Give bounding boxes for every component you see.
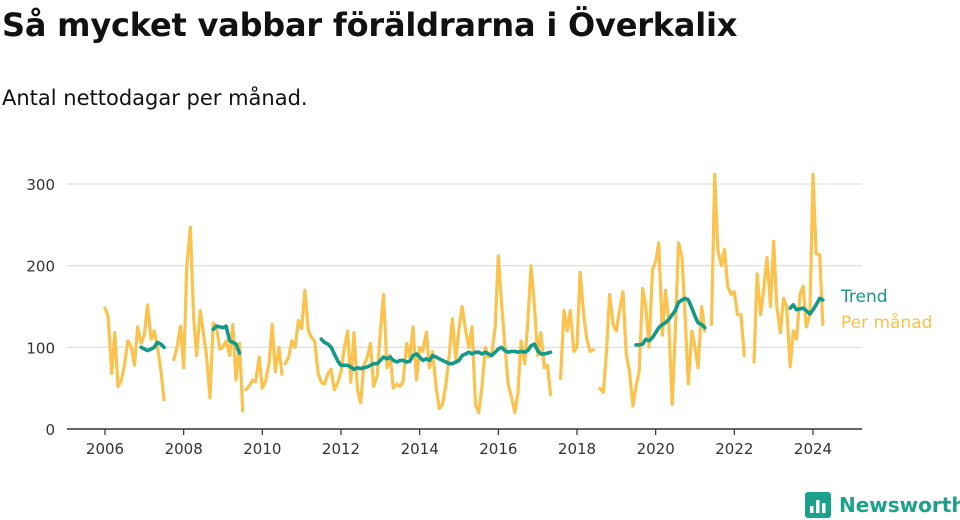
x-axis: 2006 2008 2010 2012 2014 2016 2018 2020 2022 2024 [67,428,862,458]
legend: Trend Per månad [840,287,932,333]
series-line-per-manad [172,225,245,413]
series-line-trend [634,296,707,347]
series-line-trend [319,337,553,372]
series-line-per-manad [244,322,284,392]
x-tick-label: 2006 [86,440,124,458]
series-line-per-manad [103,303,166,402]
x-tick-label: 2012 [322,440,360,458]
series-lines [103,172,825,415]
series-line-per-manad [598,241,707,408]
x-tick-label: 2020 [637,440,675,458]
y-tick-label: 0 [45,421,55,439]
brand-name: Newsworthy [839,493,960,517]
x-tick-label: 2024 [794,440,832,458]
brand-logo: Newsworthy [805,490,960,520]
x-tick-label: 2010 [243,440,281,458]
series-line-trend [139,340,166,353]
x-tick-label: 2018 [558,440,596,458]
legend-label-trend: Trend [840,287,888,307]
y-tick-label: 300 [26,176,55,194]
series-line-per-manad [283,254,553,415]
bar-chart-badge-icon [805,492,831,518]
page-title: Så mycket vabbar föräldrarna i Överkalix [2,6,738,44]
series-line-per-manad [558,270,596,380]
y-tick-label: 100 [26,339,55,357]
series-line-per-manad [752,172,825,369]
page-subtitle: Antal nettodagar per månad. [2,86,308,110]
series-line-per-manad [709,172,746,358]
legend-label-per-manad: Per månad [841,312,932,333]
x-tick-label: 2014 [401,440,439,458]
x-tick-label: 2022 [715,440,753,458]
x-tick-label: 2016 [479,440,517,458]
series-line-trend [788,296,825,316]
y-tick-label: 200 [26,258,55,276]
series-line-trend [211,324,242,355]
x-tick-label: 2008 [165,440,203,458]
gridlines [67,183,862,348]
y-axis: 0 100 200 300 [26,176,55,439]
